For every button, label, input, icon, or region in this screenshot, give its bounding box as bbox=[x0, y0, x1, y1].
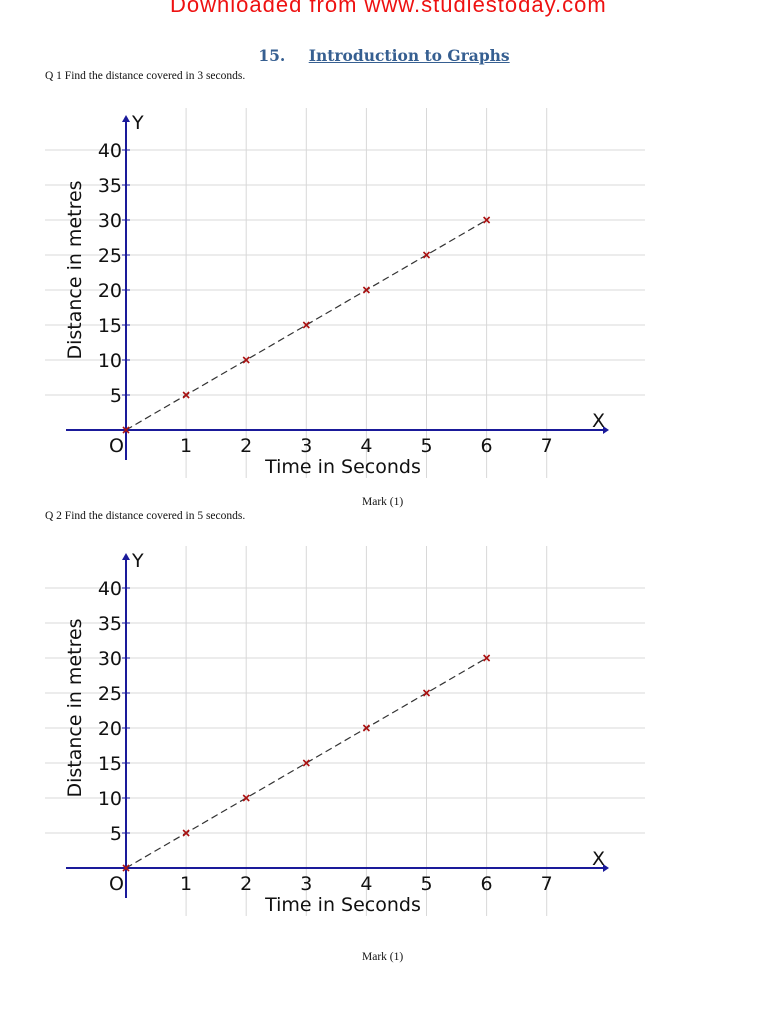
graph-q2: Y X O 5 10 15 20 25 30 35 40 1 2 3 4 5 6 7 Time in Seconds… bbox=[45, 546, 645, 916]
watermark-banner: Downloaded from www.studiestoday.com bbox=[170, 0, 607, 17]
x-tick-label: 6 bbox=[481, 873, 493, 895]
data-point-marker-icon bbox=[242, 356, 250, 364]
x-tick-label: 1 bbox=[180, 435, 192, 457]
x-axis-title: Time in Seconds bbox=[264, 894, 421, 916]
x-tick-label: 6 bbox=[481, 435, 493, 457]
x-axis-letter: X bbox=[592, 410, 605, 432]
data-point-marker-icon bbox=[182, 391, 190, 399]
data-point-marker-icon bbox=[362, 286, 370, 294]
y-axis-title: Distance in metres bbox=[64, 180, 86, 359]
y-tick-label: 40 bbox=[98, 140, 122, 162]
page-title: 15. Introduction to Graphs bbox=[0, 46, 768, 65]
question-2: Q 2 Find the distance covered in 5 secon… bbox=[45, 510, 246, 522]
y-tick-label: 25 bbox=[98, 683, 122, 705]
data-point-marker-icon bbox=[483, 216, 491, 224]
x-tick-label: 3 bbox=[300, 435, 312, 457]
y-tick-label: 15 bbox=[98, 315, 122, 337]
x-tick-label: 5 bbox=[420, 435, 432, 457]
chapter-number: 15. bbox=[258, 46, 286, 65]
y-tick-label: 5 bbox=[110, 823, 122, 845]
origin-label: O bbox=[109, 873, 124, 895]
data-point-marker-icon bbox=[182, 829, 190, 837]
y-axis-title: Distance in metres bbox=[64, 618, 86, 797]
y-tick-label: 30 bbox=[98, 210, 122, 232]
mark-q1: Mark (1) bbox=[362, 496, 404, 508]
x-tick-label: 2 bbox=[240, 873, 252, 895]
data-point-marker-icon bbox=[242, 794, 250, 802]
y-axis-arrow-icon bbox=[122, 115, 130, 122]
y-axis-arrow-icon bbox=[122, 553, 130, 560]
data-point-marker-icon bbox=[302, 321, 310, 329]
x-axis-arrow-icon bbox=[603, 864, 609, 872]
y-tick-label: 10 bbox=[98, 350, 122, 372]
x-tick-label: 7 bbox=[541, 435, 553, 457]
data-point-marker-icon bbox=[302, 759, 310, 767]
y-tick-label: 20 bbox=[98, 718, 122, 740]
x-axis-title: Time in Seconds bbox=[264, 456, 421, 478]
x-axis-arrow-icon bbox=[603, 426, 609, 434]
y-tick-label: 25 bbox=[98, 245, 122, 267]
x-tick-label: 5 bbox=[420, 873, 432, 895]
data-point-marker-icon bbox=[362, 724, 370, 732]
origin-label: O bbox=[109, 435, 124, 457]
data-point-marker-icon bbox=[422, 251, 431, 259]
y-tick-label: 35 bbox=[98, 613, 122, 635]
data-point-marker-icon bbox=[483, 654, 491, 662]
data-point-marker-icon bbox=[122, 864, 130, 872]
x-tick-label: 3 bbox=[300, 873, 312, 895]
x-tick-label: 1 bbox=[180, 873, 192, 895]
y-tick-label: 5 bbox=[110, 385, 122, 407]
data-point-marker-icon bbox=[422, 689, 431, 697]
mark-q2: Mark (1) bbox=[362, 951, 404, 963]
y-tick-label: 40 bbox=[98, 578, 122, 600]
graph-q1: Y X O 5 10 15 20 25 30 35 40 1 2 3 4 5 6 7 Time in Seconds… bbox=[45, 108, 645, 478]
y-tick-label: 15 bbox=[98, 753, 122, 775]
x-tick-label: 7 bbox=[541, 873, 553, 895]
y-axis-letter: Y bbox=[131, 550, 144, 572]
y-axis-letter: Y bbox=[131, 112, 144, 134]
y-tick-label: 20 bbox=[98, 280, 122, 302]
y-tick-label: 35 bbox=[98, 175, 122, 197]
chapter-title: Introduction to Graphs bbox=[308, 46, 510, 65]
y-tick-label: 10 bbox=[98, 788, 122, 810]
x-tick-label: 4 bbox=[360, 873, 372, 895]
x-tick-label: 4 bbox=[360, 435, 372, 457]
x-axis-letter: X bbox=[592, 848, 605, 870]
data-point-marker-icon bbox=[122, 426, 130, 434]
y-tick-label: 30 bbox=[98, 648, 122, 670]
x-tick-label: 2 bbox=[240, 435, 252, 457]
question-1: Q 1 Find the distance covered in 3 secon… bbox=[45, 70, 246, 82]
